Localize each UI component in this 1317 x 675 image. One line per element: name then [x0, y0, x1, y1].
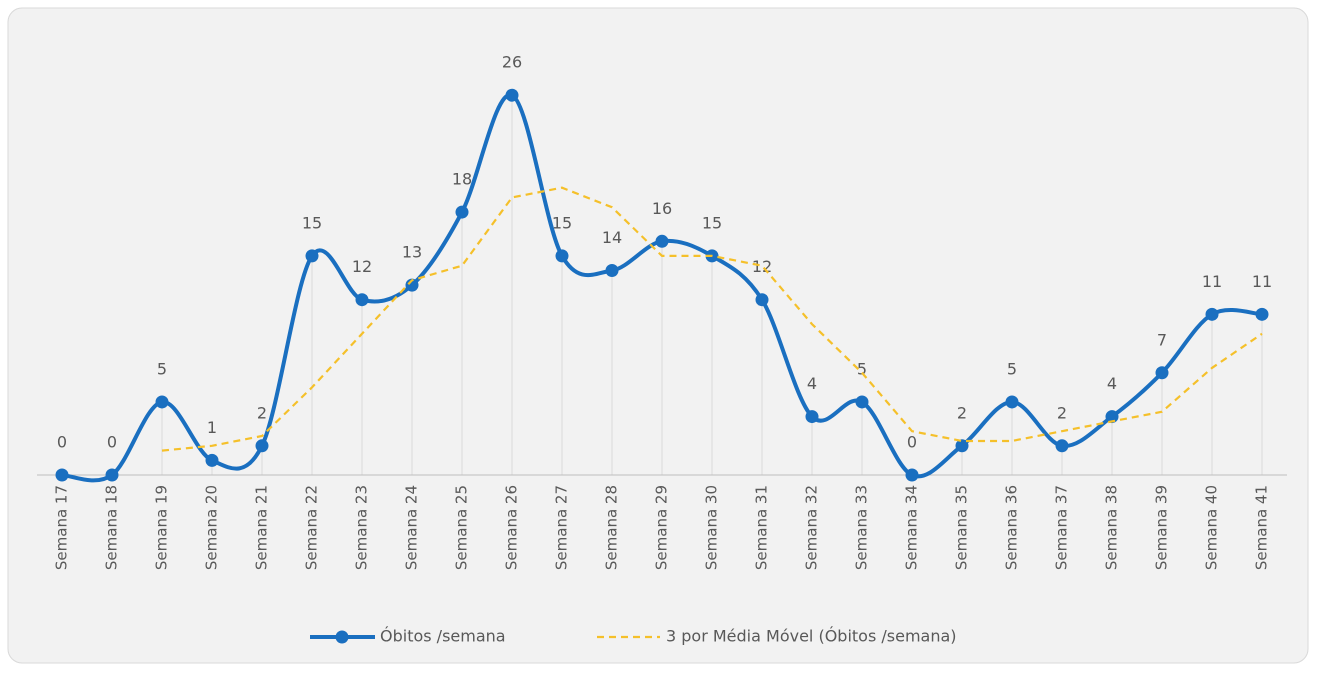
data-label: 0 — [57, 433, 67, 452]
data-label: 15 — [552, 213, 572, 232]
series-line — [161, 186, 1263, 452]
marker — [605, 264, 619, 277]
marker — [655, 234, 669, 248]
data-label: 18 — [452, 170, 472, 189]
marker — [155, 395, 169, 409]
x-tick-label: Semana 37 — [1053, 485, 1071, 570]
marker — [555, 249, 569, 263]
data-label: 12 — [752, 257, 772, 276]
data-label: 5 — [1007, 359, 1017, 378]
marker — [505, 88, 519, 102]
x-tick-label: Semana 28 — [603, 485, 621, 570]
marker — [1205, 307, 1219, 321]
data-label: 5 — [157, 359, 167, 378]
x-tick-label: Semana 19 — [153, 485, 171, 570]
marker — [1105, 410, 1119, 424]
x-tick-label: Semana 24 — [403, 485, 421, 570]
x-tick-label: Semana 40 — [1203, 485, 1221, 570]
chart-area — [7, 7, 1309, 664]
marker — [55, 468, 69, 482]
legend-label: 3 por Média Móvel (Óbitos /semana) — [666, 627, 957, 646]
data-label: 4 — [1107, 374, 1117, 393]
x-tick-label: Semana 39 — [1153, 485, 1171, 570]
data-label: 16 — [652, 199, 672, 218]
marker — [1255, 307, 1269, 321]
marker — [305, 249, 319, 263]
marker — [205, 453, 219, 467]
x-tick-label: Semana 38 — [1103, 485, 1121, 570]
marker — [955, 439, 969, 453]
x-tick-label: Semana 35 — [953, 485, 971, 570]
x-tick-label: Semana 23 — [353, 485, 371, 570]
marker — [1155, 366, 1169, 380]
x-tick-label: Semana 21 — [253, 485, 271, 570]
marker — [805, 410, 819, 424]
data-label: 15 — [702, 213, 722, 232]
legend-label: Óbitos /semana — [380, 627, 506, 646]
data-label: 15 — [302, 213, 322, 232]
x-tick-label: Semana 41 — [1253, 485, 1271, 570]
x-tick-label: Semana 34 — [903, 485, 921, 570]
x-tick-label: Semana 27 — [553, 485, 571, 570]
data-label: 2 — [1057, 403, 1067, 422]
x-tick-label: Semana 22 — [303, 485, 321, 570]
x-tick-label: Semana 30 — [703, 485, 721, 570]
marker — [905, 468, 919, 482]
marker — [755, 293, 769, 307]
data-label: 2 — [957, 403, 967, 422]
x-tick-label: Semana 33 — [853, 485, 871, 570]
data-label: 2 — [257, 403, 267, 422]
x-tick-label: Semana 20 — [203, 485, 221, 570]
marker — [255, 439, 269, 453]
marker — [405, 278, 419, 292]
data-label: 5 — [857, 359, 867, 378]
x-tick-label: Semana 36 — [1003, 485, 1021, 570]
x-tick-label: Semana 31 — [753, 485, 771, 570]
x-tick-label: Semana 17 — [53, 485, 71, 570]
data-label: 4 — [807, 374, 817, 393]
marker — [105, 468, 119, 482]
data-label: 0 — [907, 433, 917, 452]
data-label: 11 — [1252, 272, 1272, 291]
data-label: 0 — [107, 433, 117, 452]
x-tick-label: Semana 29 — [653, 485, 671, 570]
data-label: 1 — [207, 418, 217, 437]
data-label: 7 — [1157, 330, 1167, 349]
x-tick-label: Semana 26 — [503, 485, 521, 570]
data-label: 13 — [402, 243, 422, 262]
marker — [1055, 439, 1069, 453]
marker — [355, 293, 369, 307]
data-label: 26 — [502, 53, 522, 72]
series-line — [61, 93, 1263, 483]
marker — [1005, 395, 1019, 409]
x-tick-label: Semana 32 — [803, 485, 821, 570]
data-label: 11 — [1202, 272, 1222, 291]
data-label: 14 — [602, 228, 622, 247]
marker — [855, 395, 869, 409]
legend-marker — [335, 630, 349, 644]
x-tick-label: Semana 25 — [453, 485, 471, 570]
x-tick-label: Semana 18 — [103, 485, 121, 570]
marker — [455, 205, 469, 219]
data-label: 12 — [352, 257, 372, 276]
